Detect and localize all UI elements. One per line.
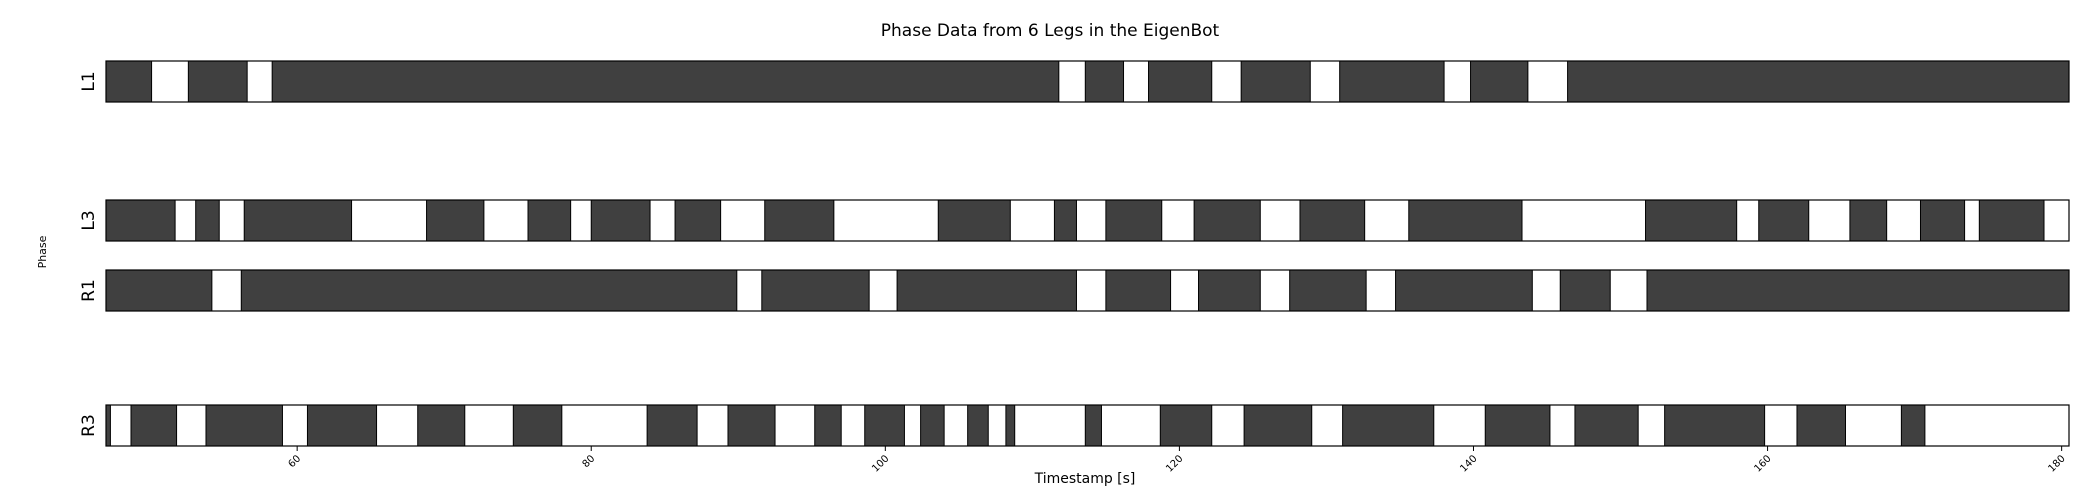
swing-segment bbox=[1736, 199, 1760, 242]
swing-segment bbox=[1075, 199, 1107, 242]
swing-segment bbox=[840, 404, 866, 447]
swing-segment bbox=[1058, 60, 1086, 103]
swing-segment bbox=[1964, 199, 1980, 242]
swing-segment bbox=[174, 199, 197, 242]
x-axis-label: Timestamp [s] bbox=[1034, 471, 1136, 487]
swing-segment bbox=[1161, 199, 1195, 242]
swing-segment bbox=[1123, 60, 1150, 103]
swing-segment bbox=[696, 404, 729, 447]
x-tick-label: 60 bbox=[286, 453, 303, 470]
x-axis-ticks: 60 80 100 120 140 160 180 bbox=[286, 446, 2068, 475]
swing-segment bbox=[649, 199, 676, 242]
swing-segment bbox=[1211, 404, 1245, 447]
swing-segment bbox=[464, 404, 514, 447]
swing-segment bbox=[868, 269, 898, 312]
swing-segment bbox=[1527, 60, 1569, 103]
swing-segment bbox=[351, 199, 428, 242]
row-label-r1: R1 bbox=[79, 279, 99, 302]
swing-segment bbox=[1531, 269, 1561, 312]
swing-segment bbox=[1637, 404, 1666, 447]
y-axis-label: Phase bbox=[36, 235, 49, 268]
swing-segment bbox=[1211, 60, 1242, 103]
swing-segment bbox=[774, 404, 816, 447]
swing-segment bbox=[1014, 404, 1086, 447]
row-label-l1: L1 bbox=[79, 71, 99, 91]
swing-segment bbox=[1259, 269, 1291, 312]
swing-segment bbox=[1521, 199, 1647, 242]
row-frame bbox=[105, 269, 2070, 312]
swing-segment bbox=[376, 404, 419, 447]
swing-segment bbox=[1844, 404, 1902, 447]
swing-segment bbox=[281, 404, 308, 447]
swing-segment bbox=[109, 404, 132, 447]
row-label-l3: L3 bbox=[79, 210, 99, 230]
swing-segment bbox=[1433, 404, 1486, 447]
swing-segment bbox=[1309, 60, 1341, 103]
swing-segment bbox=[1609, 269, 1648, 312]
x-tick-label: 160 bbox=[1752, 453, 1773, 474]
stance-background bbox=[106, 405, 2069, 446]
swing-segment bbox=[1364, 199, 1410, 242]
swing-segment bbox=[736, 269, 763, 312]
swing-segment bbox=[561, 404, 648, 447]
swing-segment bbox=[1808, 199, 1851, 242]
swing-segment bbox=[1764, 404, 1798, 447]
swing-segment bbox=[1549, 404, 1576, 447]
swing-segment bbox=[720, 199, 766, 242]
swing-segment bbox=[987, 404, 1007, 447]
swing-segment bbox=[151, 60, 189, 103]
swing-segment bbox=[943, 404, 969, 447]
x-tick-label: 100 bbox=[870, 453, 891, 474]
row-frame bbox=[105, 404, 2070, 447]
swing-segment bbox=[1259, 199, 1301, 242]
swing-segment bbox=[1311, 404, 1344, 447]
phase-row-r3: R3 bbox=[79, 404, 2070, 447]
phase-row-l3: L3 bbox=[79, 199, 2070, 242]
x-tick-label: 180 bbox=[2046, 453, 2067, 474]
swing-segment bbox=[211, 269, 242, 312]
swing-segment bbox=[1170, 269, 1200, 312]
swing-segment bbox=[1075, 269, 1107, 312]
swing-segment bbox=[1443, 60, 1472, 103]
row-frame bbox=[105, 199, 2070, 242]
swing-segment bbox=[218, 199, 245, 242]
swing-segment bbox=[246, 60, 273, 103]
phase-rows: L1 L3 R1 R3 bbox=[79, 60, 2070, 447]
swing-segment bbox=[833, 199, 939, 242]
stance-background bbox=[106, 61, 2069, 102]
swing-segment bbox=[2043, 199, 2070, 242]
swing-segment bbox=[1100, 404, 1161, 447]
row-frame bbox=[105, 60, 2070, 103]
swing-segment bbox=[903, 404, 922, 447]
swing-segment bbox=[483, 199, 529, 242]
row-label-r3: R3 bbox=[79, 414, 99, 437]
x-tick-label: 120 bbox=[1164, 453, 1185, 474]
swing-segment bbox=[176, 404, 207, 447]
chart-title: Phase Data from 6 Legs in the EigenBot bbox=[881, 21, 1220, 41]
swing-segment bbox=[1365, 269, 1397, 312]
x-tick-label: 80 bbox=[581, 453, 598, 470]
swing-segment bbox=[1886, 199, 1921, 242]
phase-row-r1: R1 bbox=[79, 269, 2070, 312]
swing-segment bbox=[1924, 404, 2070, 447]
phase-row-l1: L1 bbox=[79, 60, 2070, 103]
swing-segment bbox=[1009, 199, 1055, 242]
x-tick-label: 140 bbox=[1458, 453, 1479, 474]
swing-segment bbox=[570, 199, 592, 242]
